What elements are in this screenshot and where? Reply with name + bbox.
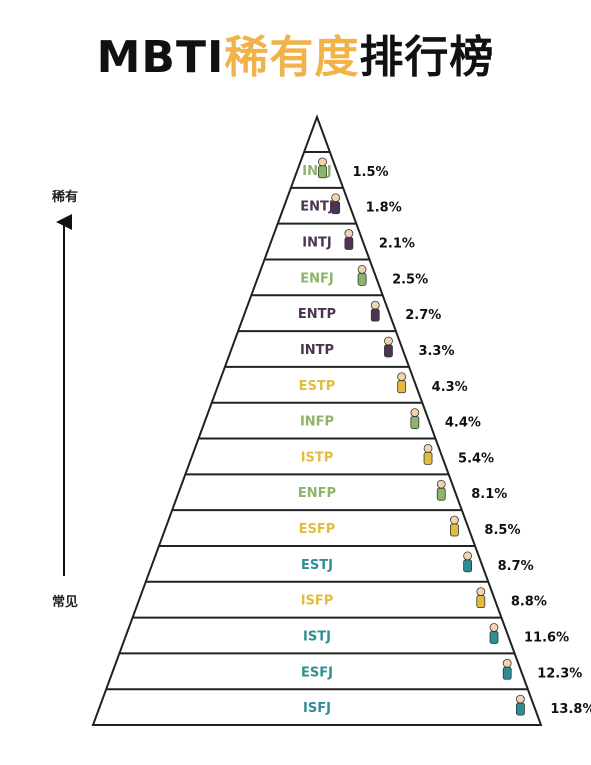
character-figure-icon: [450, 515, 459, 537]
percent-label-isfj: 13.8%: [550, 702, 591, 717]
type-label-entj: ENTJ: [300, 200, 333, 215]
type-label-entp: ENTP: [298, 307, 336, 322]
percent-label-isfp: 8.8%: [511, 595, 547, 610]
title-part-ranking: 排行榜: [359, 32, 495, 83]
pyramid-outline: [91, 114, 543, 726]
type-label-enfj: ENFJ: [300, 271, 333, 286]
type-label-estj: ESTJ: [301, 558, 333, 573]
figure-head: [318, 157, 327, 167]
type-label-esfj: ESFJ: [301, 665, 333, 680]
figure-body: [436, 487, 446, 501]
figure-body: [344, 237, 354, 250]
percent-label-entp: 2.7%: [405, 308, 441, 323]
percent-label-istj: 11.6%: [524, 630, 569, 645]
figure-head: [410, 408, 420, 417]
figure-body: [397, 380, 407, 394]
percent-label-esfp: 8.5%: [484, 523, 520, 538]
type-label-intp: INTP: [300, 343, 334, 358]
figure-body: [357, 272, 367, 286]
type-label-estp: ESTP: [299, 379, 336, 394]
character-figure-icon: [357, 264, 367, 286]
percent-label-istp: 5.4%: [458, 451, 494, 466]
percent-label-infj: 1.5%: [352, 165, 388, 180]
figure-head: [357, 264, 367, 274]
figure-head: [397, 372, 407, 382]
type-label-infj: INFJ: [302, 164, 331, 179]
percent-label-estj: 8.7%: [498, 559, 534, 574]
figure-body: [476, 595, 486, 609]
figure-body: [502, 666, 512, 680]
type-label-isfp: ISFP: [301, 594, 334, 609]
figure-head: [463, 551, 473, 561]
character-figure-icon: [476, 587, 486, 609]
type-label-esfp: ESFP: [299, 522, 336, 537]
character-figure-icon: [331, 193, 341, 215]
figure-head: [502, 658, 512, 668]
title-part-mbti: MBTI: [96, 32, 225, 83]
figure-head: [489, 623, 499, 632]
character-figure-icon: [318, 157, 327, 179]
figure-head: [450, 515, 459, 525]
type-label-intj: INTJ: [302, 236, 331, 251]
character-figure-icon: [516, 694, 525, 716]
figure-head: [331, 193, 341, 203]
figure-head: [384, 336, 393, 346]
figure-body: [450, 523, 459, 537]
percent-label-esfj: 12.3%: [537, 666, 582, 681]
percent-label-enfj: 2.5%: [392, 272, 428, 287]
page-title: MBTI稀有度排行榜: [0, 30, 591, 86]
character-figure-icon: [410, 408, 420, 429]
axis-label-rare: 稀有: [52, 190, 79, 205]
figure-head: [476, 587, 486, 597]
figure-head: [370, 300, 380, 310]
figure-body: [489, 631, 499, 644]
character-figure-icon: [436, 479, 446, 501]
figure-body: [318, 165, 327, 179]
percent-label-enfp: 8.1%: [471, 487, 507, 502]
title-part-rarity: 稀有度: [224, 32, 360, 83]
type-label-istp: ISTP: [301, 450, 334, 465]
figure-body: [423, 452, 433, 465]
percent-label-infp: 4.4%: [445, 416, 481, 431]
figure-body: [370, 308, 380, 322]
figure-body: [463, 559, 473, 573]
figure-head: [344, 229, 354, 238]
percent-label-estp: 4.3%: [432, 380, 468, 395]
percent-label-entj: 1.8%: [366, 201, 402, 216]
character-figure-icon: [397, 372, 407, 394]
character-figure-icon: [502, 658, 512, 680]
axis-label-common: 常见: [52, 595, 79, 610]
figure-body: [331, 201, 341, 215]
type-label-isfj: ISFJ: [303, 701, 331, 716]
character-figure-icon: [489, 623, 499, 644]
character-figure-icon: [463, 551, 473, 573]
type-label-infp: INFP: [300, 415, 334, 430]
figure-head: [436, 479, 446, 489]
character-figure-icon: [423, 444, 433, 465]
character-figure-icon: [370, 300, 380, 322]
type-label-istj: ISTJ: [303, 629, 331, 644]
percent-label-intj: 2.1%: [379, 237, 415, 252]
figure-body: [516, 702, 525, 716]
figure-head: [516, 694, 525, 704]
percent-label-intp: 3.3%: [418, 344, 454, 359]
character-figure-icon: [344, 229, 354, 250]
figure-head: [423, 444, 433, 453]
character-figure-icon: [384, 336, 393, 358]
figure-body: [384, 344, 393, 358]
figure-body: [410, 416, 420, 429]
type-label-enfp: ENFP: [298, 486, 336, 501]
